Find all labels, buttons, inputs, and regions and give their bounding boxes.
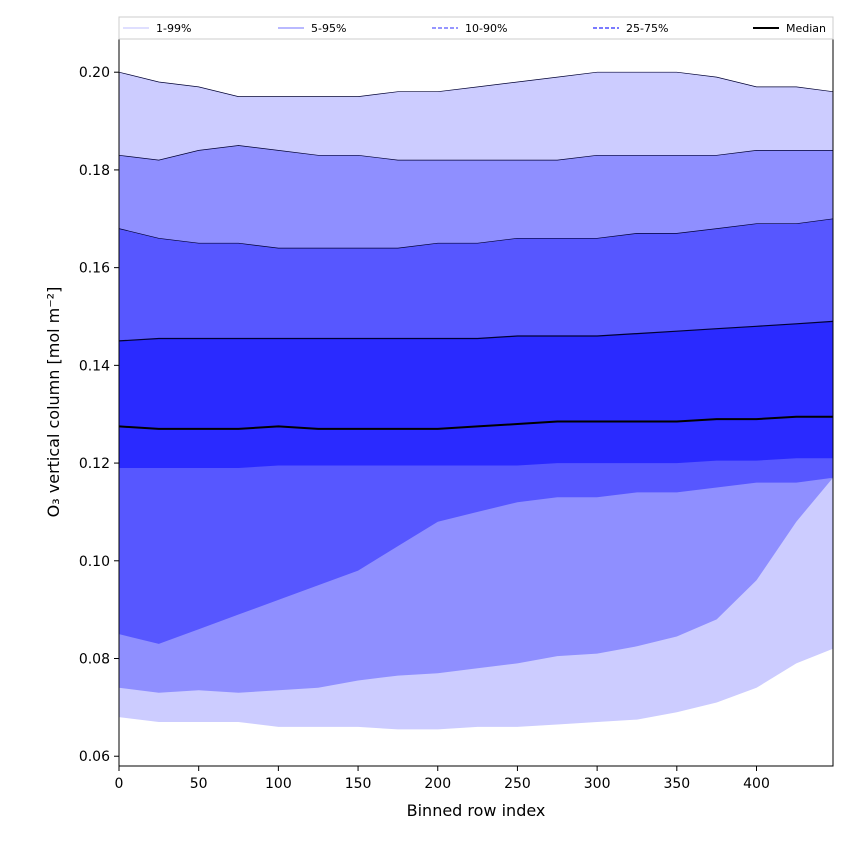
x-tick-label: 200 [424,776,451,792]
band-edge-4 [118,320,834,342]
x-tick-label: 50 [190,776,208,792]
legend-label: 10-90% [465,22,507,35]
y-axis: 0.06 0.08 0.10 0.12 0.14 0.16 0.18 0.20 [79,65,119,765]
legend-label: Median [786,22,826,35]
y-tick-label: 0.12 [79,456,110,472]
y-tick-label: 0.06 [79,749,110,765]
x-tick-label: 150 [345,776,372,792]
band-edge-3 [118,218,834,249]
legend: 1-99% 5-95% 10-90% 25-75% Median [118,16,834,40]
y-axis-title: O₃ vertical column [mol m⁻²] [44,287,63,518]
x-tick-label: 100 [265,776,292,792]
legend-label: 25-75% [626,22,668,35]
y-tick-label: 0.10 [79,554,110,570]
x-tick-label: 250 [504,776,531,792]
y-tick-label: 0.20 [79,65,110,81]
x-tick-label: 350 [663,776,690,792]
y-tick-label: 0.16 [79,261,110,277]
median-line [118,415,833,430]
legend-box [118,16,834,40]
band-edge-1 [118,71,834,97]
y-tick-label: 0.18 [79,163,110,179]
x-tick-label: 0 [115,776,124,792]
y-tick-label: 0.08 [79,652,110,668]
median-layer [118,415,833,430]
legend-label: 5-95% [311,22,346,35]
y-tick-label: 0.14 [79,358,110,374]
band-edge-2 [118,145,833,161]
x-tick-label: 400 [743,776,770,792]
x-axis-title: Binned row index [407,801,546,820]
x-axis: 0 50 100 150 200 250 300 350 400 [115,766,770,792]
x-tick-label: 300 [584,776,611,792]
percentile-bands [118,71,834,730]
band-25-75pct [119,321,833,468]
legend-label: 1-99% [156,22,191,35]
